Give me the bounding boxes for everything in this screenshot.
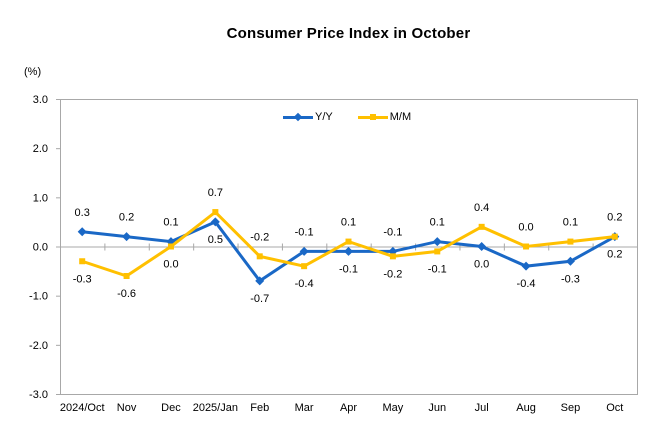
x-tick-label: Aug (516, 402, 536, 414)
x-tick-label: Sep (561, 402, 581, 414)
yy-marker (521, 261, 531, 271)
yy-data-label: -0.1 (295, 226, 314, 238)
mm-marker (523, 243, 530, 250)
yy-data-label: -0.7 (250, 293, 269, 305)
mm-data-label: 0.0 (518, 222, 533, 234)
mm-legend-label: M/M (389, 111, 412, 123)
yy-legend-label: Y/Y (315, 111, 333, 123)
legend-item-mm: M/M (357, 111, 412, 123)
mm-marker (611, 233, 618, 240)
yy-marker (565, 256, 575, 266)
mm-marker (79, 258, 86, 265)
y-axis-unit-label: (%) (24, 66, 42, 78)
mm-data-label: 0.0 (163, 259, 178, 271)
legend-item-yy: Y/Y (283, 111, 333, 123)
y-tick-label: -1.0 (29, 291, 48, 303)
mm-marker (167, 243, 174, 250)
x-tick-label: Jul (475, 402, 489, 414)
yy-marker (344, 246, 353, 256)
x-tick-label: Oct (606, 402, 623, 414)
legend: Y/Y M/M (283, 111, 411, 123)
mm-marker (567, 238, 574, 245)
yy-data-label: 0.2 (607, 249, 622, 261)
mm-data-label: 0.7 (208, 187, 223, 199)
yy-data-label: -0.3 (561, 273, 580, 285)
mm-marker (478, 223, 485, 230)
x-tick-label: May (382, 402, 403, 414)
y-tick-label: 1.0 (33, 192, 48, 204)
mm-marker (434, 248, 441, 255)
y-tick-label: 2.0 (33, 143, 48, 155)
yy-marker (299, 246, 309, 256)
x-tick-label: Dec (161, 402, 181, 414)
mm-marker (123, 273, 130, 279)
y-tick-label: -3.0 (29, 389, 48, 401)
mm-data-label: 0.1 (341, 217, 356, 229)
yy-marker (255, 276, 265, 286)
yy-marker (477, 242, 487, 251)
mm-data-label: -0.3 (73, 273, 92, 285)
yy-data-label: -0.4 (517, 278, 536, 290)
y-tick-label: 3.0 (33, 94, 48, 106)
mm-data-label: -0.1 (428, 263, 447, 275)
mm-marker (345, 238, 352, 245)
yy-line-swatch-icon (283, 112, 313, 122)
yy-data-label: 0.0 (474, 259, 489, 271)
yy-data-label: 0.2 (119, 212, 134, 224)
chart-title: Consumer Price Index in October (226, 25, 471, 42)
mm-marker (389, 253, 396, 260)
mm-data-label: -0.2 (250, 231, 269, 243)
mm-data-label: -0.4 (295, 278, 314, 290)
yy-marker (77, 227, 87, 237)
x-tick-label: Feb (250, 402, 269, 414)
mm-data-label: -0.2 (383, 268, 402, 280)
yy-data-label: 0.1 (163, 217, 178, 229)
yy-data-label: 0.1 (430, 217, 445, 229)
mm-data-label: -0.6 (117, 288, 136, 300)
mm-marker (256, 253, 263, 260)
y-tick-label: 0.0 (33, 242, 48, 254)
yy-data-label: -0.1 (383, 226, 402, 238)
mm-data-label: 0.4 (474, 202, 489, 214)
x-tick-label: Jun (428, 402, 446, 414)
mm-marker (212, 209, 219, 216)
x-tick-label: Apr (340, 402, 357, 414)
mm-marker (301, 263, 308, 270)
yy-marker (122, 232, 132, 242)
yy-data-label: -0.1 (339, 263, 358, 275)
x-tick-label: Nov (117, 402, 137, 414)
yy-marker (210, 217, 220, 227)
yy-data-label: 0.3 (75, 207, 90, 219)
mm-data-label: 0.1 (563, 217, 578, 229)
y-tick-label: -2.0 (29, 340, 48, 352)
mm-line-swatch-icon (357, 114, 388, 120)
yy-data-label: 0.5 (208, 234, 223, 246)
x-tick-label: Mar (295, 402, 314, 414)
mm-data-label: 0.2 (607, 212, 622, 224)
x-tick-label: 2024/Oct (60, 402, 105, 414)
yy-marker (432, 237, 442, 247)
x-tick-label: 2025/Jan (193, 402, 238, 414)
